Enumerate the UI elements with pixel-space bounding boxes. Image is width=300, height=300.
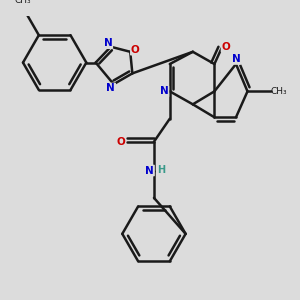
Text: N: N <box>145 166 154 176</box>
Text: O: O <box>221 42 230 52</box>
Text: CH₃: CH₃ <box>14 0 31 5</box>
Text: H: H <box>157 165 165 175</box>
Text: O: O <box>116 137 125 147</box>
Text: CH₃: CH₃ <box>271 87 287 96</box>
Text: N: N <box>160 86 168 96</box>
Text: N: N <box>232 54 240 64</box>
Text: N: N <box>106 83 115 94</box>
Text: N: N <box>103 38 112 48</box>
Text: O: O <box>131 45 140 55</box>
